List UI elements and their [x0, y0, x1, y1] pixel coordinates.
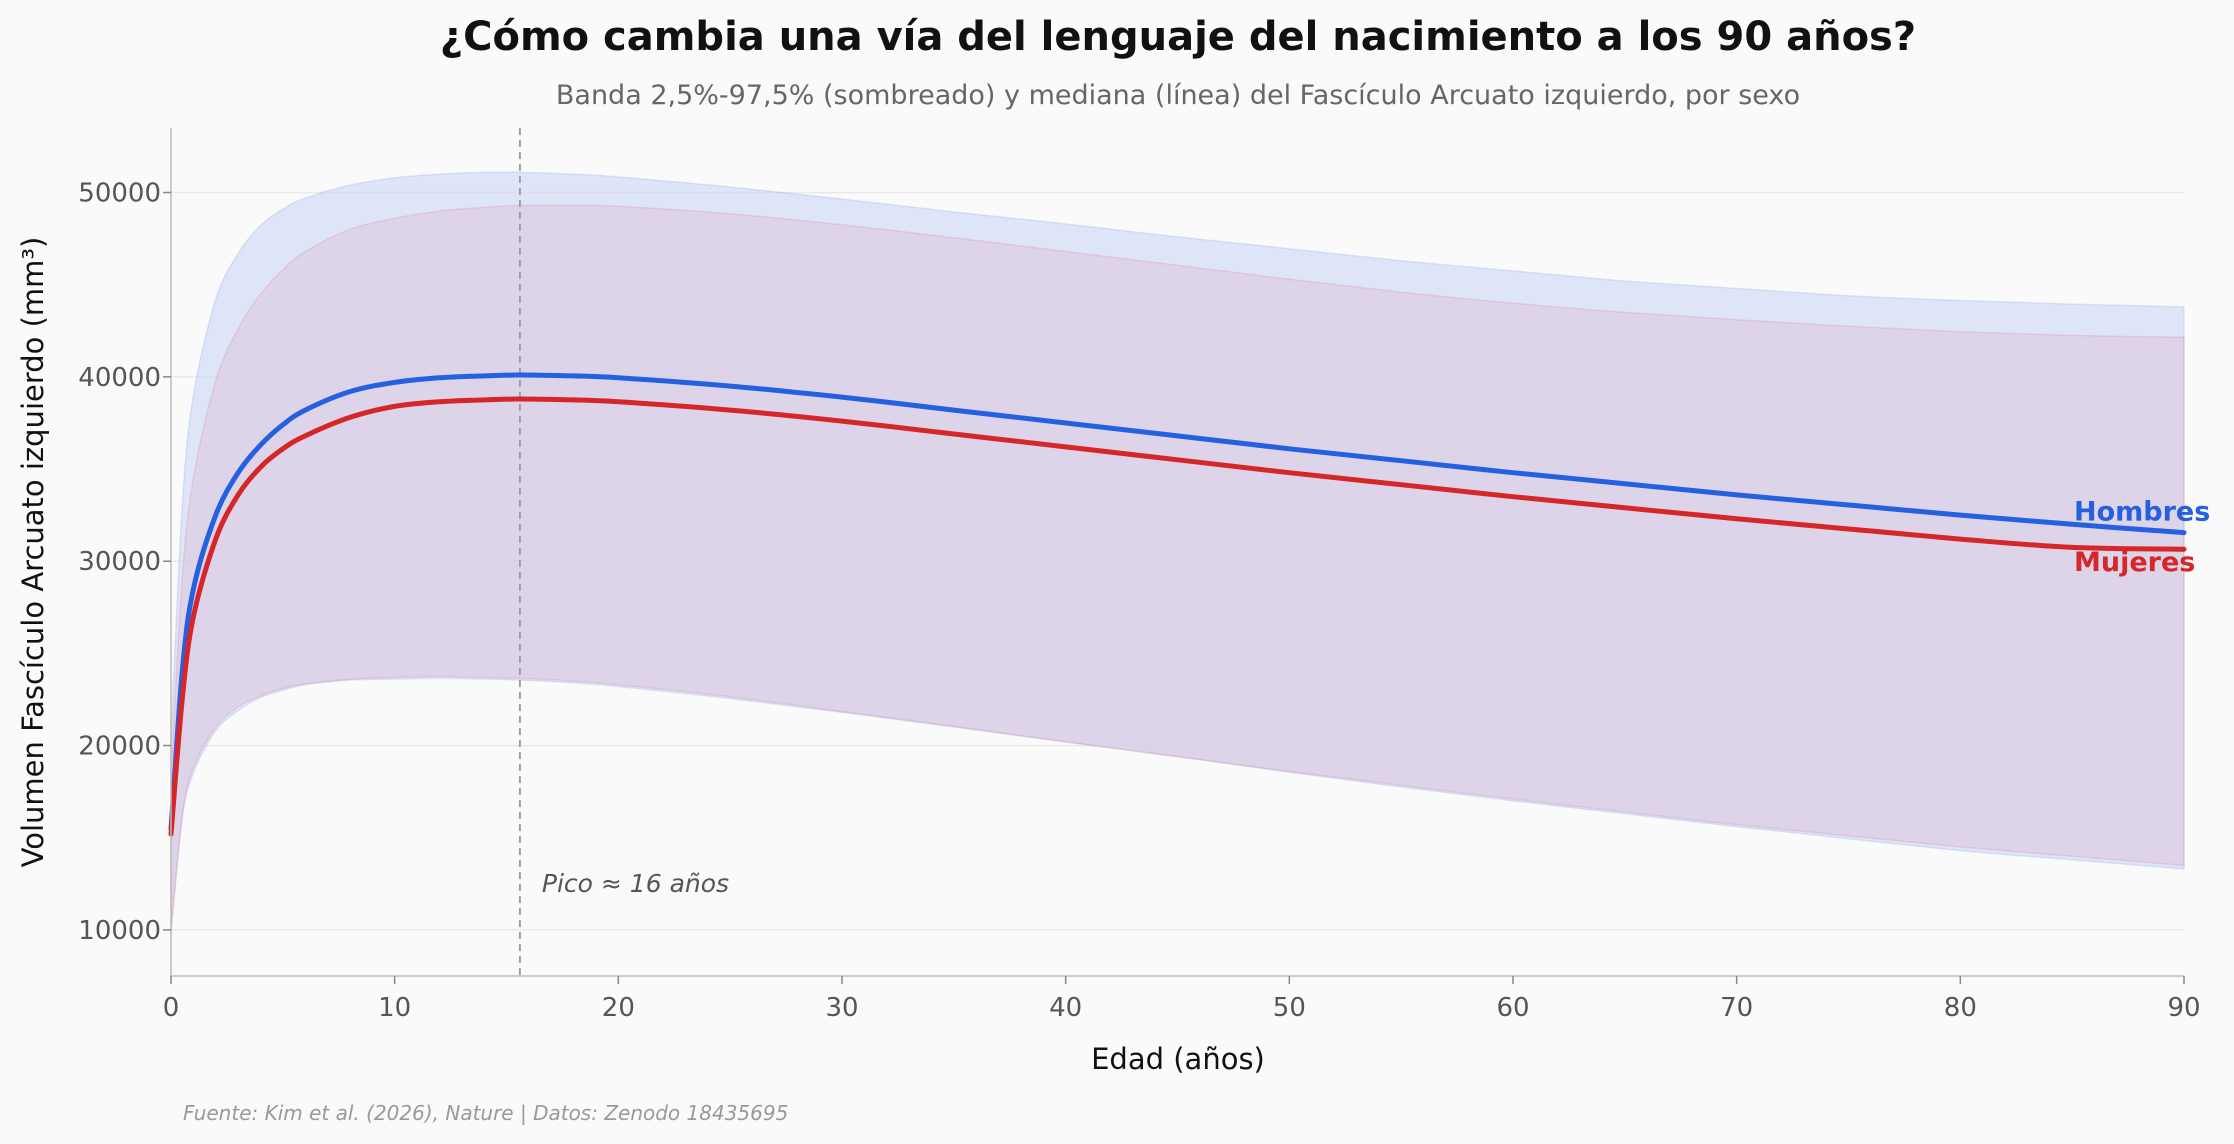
series-labels: Hombres Mujeres	[2074, 497, 2210, 579]
x-tick-label-70: 70	[1720, 993, 1753, 1023]
x-tick-label-90: 90	[2167, 993, 2200, 1023]
y-tick-label-10000: 10000	[78, 916, 161, 946]
y-tick-label-30000: 30000	[78, 547, 161, 577]
band-mujeres	[170, 204, 2185, 934]
chart-subtitle: Banda 2,5%-97,5% (sombreado) y mediana (…	[556, 80, 1800, 111]
line-median-mujeres	[168, 396, 2187, 837]
confidence-bands	[170, 171, 2185, 934]
ticks: 0 10 20 30 40 50 60 70 80 90 10000 20000 30000 40000 5…	[78, 179, 2200, 1023]
x-tick-label-10: 10	[378, 993, 411, 1023]
x-tick-label-0: 0	[163, 993, 180, 1023]
y-tick-label-40000: 40000	[78, 363, 161, 393]
x-tick-label-80: 80	[1944, 993, 1977, 1023]
source-note: Fuente: Kim et al. (2026), Nature | Dato…	[183, 1101, 788, 1125]
x-tick-label-40: 40	[1049, 993, 1082, 1023]
axes	[170, 128, 2184, 977]
peak-annotation: Pico ≈ 16 años	[542, 869, 729, 898]
series-label-mujeres: Mujeres	[2074, 547, 2195, 578]
chart-title: ¿Cómo cambia una vía del lenguaje del na…	[440, 14, 1916, 60]
y-axis-label: Volumen Fascículo Arcuato izquierdo (mm³…	[16, 237, 50, 868]
median-lines	[168, 372, 2187, 837]
x-tick-label-20: 20	[602, 993, 635, 1023]
line-median-hombres	[168, 372, 2187, 831]
series-label-hombres: Hombres	[2074, 497, 2210, 528]
x-tick-label-30: 30	[825, 993, 858, 1023]
x-tick-label-50: 50	[1273, 993, 1306, 1023]
x-axis-label: Edad (años)	[1091, 1042, 1265, 1076]
y-tick-label-50000: 50000	[78, 179, 161, 209]
y-tick-label-20000: 20000	[78, 732, 161, 762]
x-tick-label-60: 60	[1496, 993, 1529, 1023]
